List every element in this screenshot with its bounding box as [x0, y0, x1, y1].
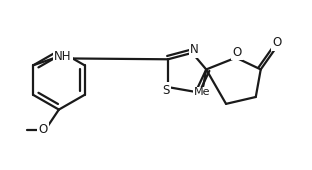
Text: NH: NH: [54, 50, 72, 63]
Text: Me: Me: [194, 87, 211, 97]
Text: O: O: [38, 123, 48, 136]
Text: O: O: [272, 36, 281, 49]
Text: N: N: [190, 43, 198, 56]
Text: S: S: [162, 84, 170, 97]
Text: O: O: [232, 46, 241, 59]
